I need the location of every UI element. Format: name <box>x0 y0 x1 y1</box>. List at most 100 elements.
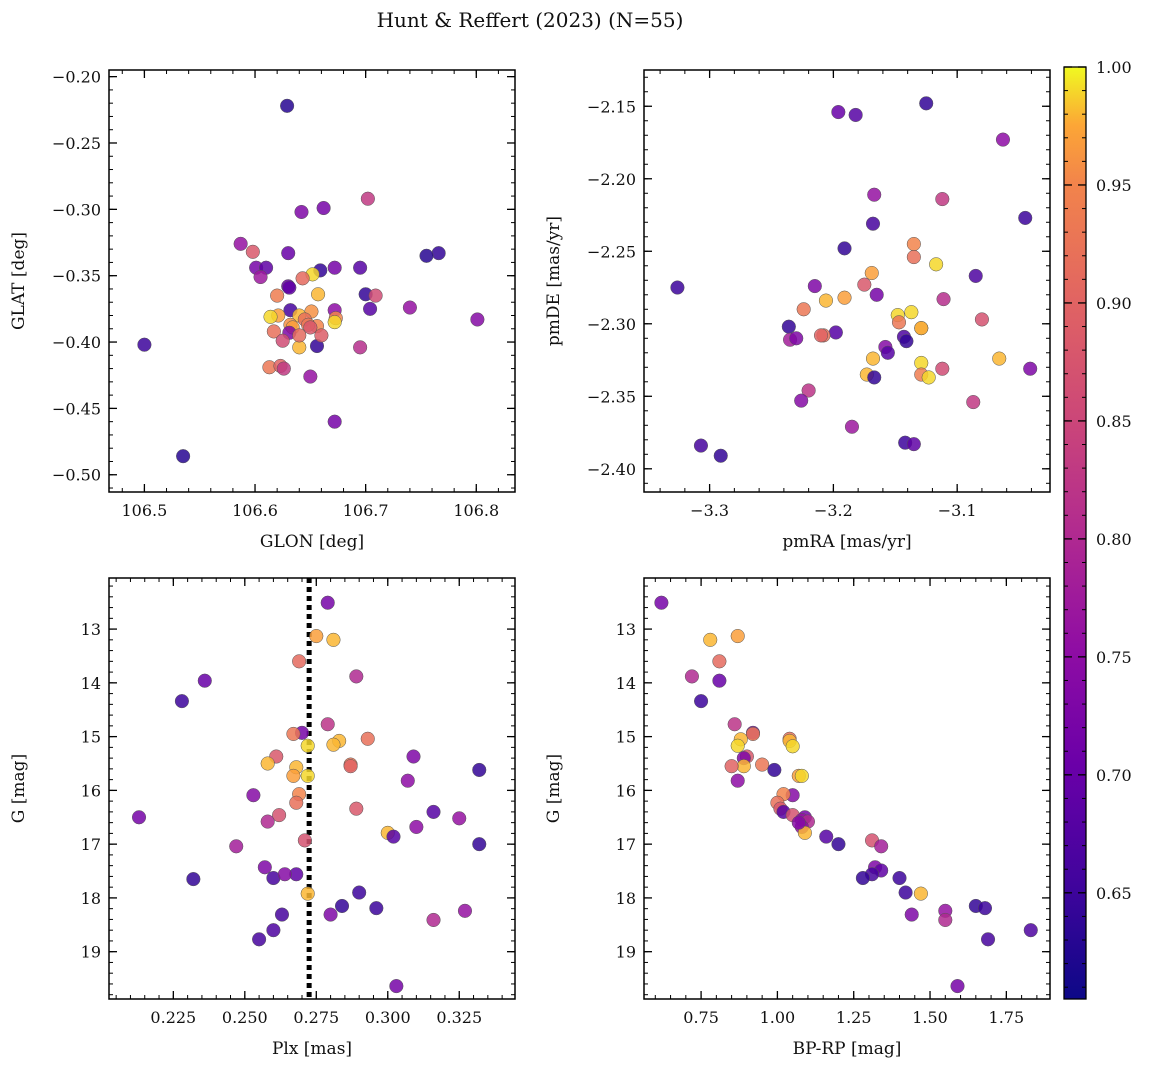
scatter-point <box>300 886 315 901</box>
scatter-point <box>848 107 863 123</box>
scatter-point <box>353 260 368 275</box>
scatter-point <box>131 810 147 825</box>
scatter-point <box>320 717 335 732</box>
scatter-point <box>807 279 822 294</box>
axes-frame <box>643 69 1051 493</box>
scatter-point <box>303 369 318 384</box>
scatter-point <box>360 191 375 206</box>
x-tick-label: 106.5 <box>121 501 167 520</box>
scatter-point <box>899 334 914 349</box>
scatter-points <box>131 595 487 994</box>
y-tick-label: −0.45 <box>52 399 101 418</box>
scatter-point <box>913 886 928 901</box>
scatter-point <box>892 870 907 886</box>
scatter-point <box>712 654 727 669</box>
scatter-point <box>352 885 367 900</box>
scatter-point <box>289 795 304 810</box>
scatter-point <box>316 200 331 216</box>
colorbar-tick-label: 0.65 <box>1096 884 1132 903</box>
scatter-point <box>369 901 384 916</box>
y-tick-label: −0.35 <box>52 267 101 286</box>
scatter-point <box>929 257 944 272</box>
scatter-point <box>266 324 281 339</box>
scatter-point <box>891 315 907 330</box>
y-axis-label: G [mag] <box>544 754 564 823</box>
scatter-point <box>1018 210 1033 225</box>
y-tick-label: −0.40 <box>52 333 101 352</box>
colorbar-gradient <box>1063 66 1087 1000</box>
scatter-point <box>272 808 287 823</box>
x-axis-label: pmRA [mas/yr] <box>782 532 911 552</box>
scatter-point <box>303 320 318 335</box>
scatter-point <box>921 370 936 385</box>
scatter-point <box>233 236 248 251</box>
panel-top-left: 106.5 106.6 106.7 106.8 −0.50 −0.45 −0.40 −0.35… <box>9 68 516 552</box>
x-tick-label: 0.275 <box>293 1008 339 1027</box>
x-tick-label: −3.1 <box>938 501 977 520</box>
scatter-point <box>874 839 889 854</box>
x-tick-label: 0.300 <box>365 1008 411 1027</box>
scatter-point <box>297 833 312 848</box>
scatter-point <box>730 773 745 788</box>
panel-top-right: −3.3 −3.2 −3.1 −2.40 −2.35 −2.30 −2.25 −2.20 −2.… <box>544 69 1051 552</box>
y-tick-label: 15 <box>81 728 101 747</box>
scatter-point <box>426 912 441 928</box>
scatter-point <box>353 340 368 355</box>
scatter-point <box>186 872 201 887</box>
y-tick-label: 16 <box>616 781 636 800</box>
scatter-point <box>670 280 685 295</box>
x-axis-label: GLON [deg] <box>260 532 364 552</box>
y-tick-label: −0.50 <box>52 466 101 485</box>
scatter-points <box>670 96 1038 463</box>
scatter-point <box>277 867 292 882</box>
scatter-point <box>995 132 1011 147</box>
scatter-point <box>174 694 189 709</box>
scatter-point <box>419 248 434 263</box>
scatter-point <box>980 932 996 947</box>
scatter-point <box>713 448 728 463</box>
scatter-point <box>246 788 261 803</box>
scatter-point <box>274 907 290 922</box>
colorbar-tick-label: 1.00 <box>1096 58 1132 77</box>
scatter-point <box>343 759 358 774</box>
scatter-point <box>360 731 375 746</box>
scatter-point <box>880 345 895 360</box>
scatter-point <box>327 315 342 330</box>
scatter-point <box>857 277 872 292</box>
scatter-point <box>260 814 275 829</box>
x-tick-label: 0.225 <box>150 1008 196 1027</box>
x-tick-label: 1.25 <box>836 1008 872 1027</box>
scatter-point <box>470 312 485 327</box>
scatter-point <box>727 717 742 732</box>
scatter-point <box>457 903 473 918</box>
scatter-point <box>864 265 879 281</box>
y-axis-label: pmDE [mas/yr] <box>544 216 564 346</box>
scatter-point <box>712 673 727 688</box>
scatter-point <box>898 885 913 900</box>
x-tick-label: 1.50 <box>912 1008 948 1027</box>
scatter-point <box>270 288 285 303</box>
scatter-point <box>294 204 309 220</box>
scatter-point <box>837 290 852 305</box>
scatter-point <box>654 595 669 610</box>
scatter-point <box>977 901 993 916</box>
scatter-point <box>785 739 800 754</box>
scatter-point <box>323 907 338 922</box>
scatter-point <box>755 757 770 772</box>
scatter-point <box>327 414 342 429</box>
axes-frame <box>108 69 516 493</box>
scatter-point <box>389 979 404 994</box>
scatter-point <box>904 907 919 922</box>
colorbar-tick-label: 0.95 <box>1096 176 1132 195</box>
y-tick-label: −0.20 <box>52 68 101 87</box>
scatter-point <box>935 361 950 376</box>
x-tick-label: 106.6 <box>232 501 278 520</box>
x-tick-label: 0.75 <box>683 1008 719 1027</box>
scatter-point <box>327 260 342 275</box>
scatter-point <box>275 333 290 348</box>
scatter-point <box>292 340 307 355</box>
y-tick-label: 17 <box>616 835 636 854</box>
scatter-point <box>867 370 882 385</box>
y-tick-label: 19 <box>616 943 636 962</box>
x-axis-label: Plx [mas] <box>272 1039 352 1059</box>
